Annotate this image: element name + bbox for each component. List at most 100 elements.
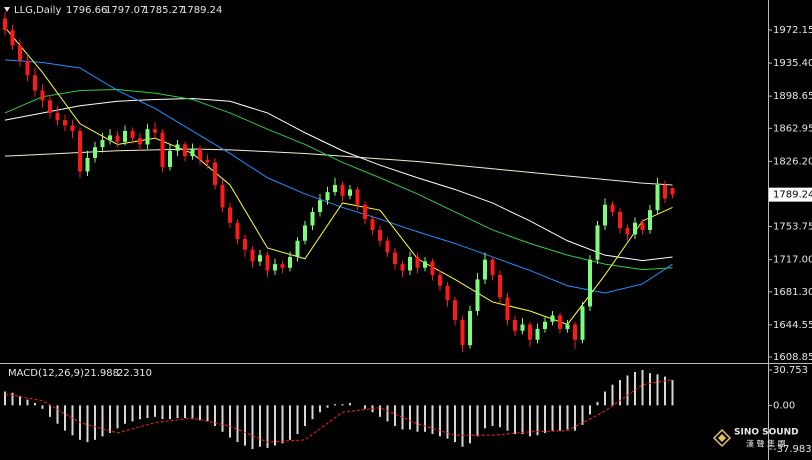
y-tick-label: -37.983 [773, 444, 812, 455]
logo-chinese: 漢 聲 集 團 [746, 439, 786, 449]
candle-body [633, 222, 637, 235]
candle-body [505, 297, 510, 320]
candle-body [228, 207, 232, 223]
candle-body [625, 228, 630, 235]
candle-body [325, 192, 330, 201]
candle-body [123, 130, 127, 142]
candle-body [550, 315, 555, 322]
y-tick-label: 1717.00 [773, 255, 812, 266]
candle-body [670, 187, 675, 195]
candle-body [408, 256, 412, 271]
candle-body [220, 184, 225, 208]
candle-body [498, 274, 502, 298]
header-low: 1785.27 [143, 5, 184, 16]
candle-body [415, 256, 420, 268]
symbol-title: LLG,Daily [14, 5, 61, 16]
header-close: 1789.24 [181, 5, 222, 16]
logo: SINO SOUND 漢 聲 集 團 [712, 428, 799, 449]
candle-body [258, 255, 262, 262]
candle-body [640, 222, 645, 230]
candle-body [543, 321, 547, 329]
candle-body [400, 264, 405, 271]
candle-body [63, 120, 67, 126]
candle-body [145, 129, 150, 145]
candle-body [295, 240, 300, 257]
candle-body [348, 189, 352, 196]
header-high: 1797.07 [105, 5, 146, 16]
candle-body [513, 319, 517, 331]
signal-line [4, 379, 673, 443]
candle-body [603, 204, 607, 226]
candle-body [558, 315, 562, 329]
moving-average [4, 148, 673, 186]
y-tick-label: 1826.20 [773, 156, 812, 167]
candle-body [475, 279, 480, 311]
candle-body [273, 264, 277, 271]
candle-body [288, 256, 292, 268]
candle-body [370, 219, 375, 230]
candle-body [648, 210, 652, 230]
candle-body [243, 238, 247, 250]
candle-body [198, 148, 202, 160]
candle-body [310, 211, 315, 226]
candle-body [453, 300, 457, 320]
candle-body [610, 204, 615, 212]
candle-body [303, 225, 307, 241]
candle-body [595, 225, 600, 260]
candle-body [93, 147, 97, 158]
candle-body [153, 129, 157, 133]
candle-body [40, 90, 45, 101]
candle-body [205, 159, 210, 163]
candle-body [385, 240, 390, 253]
macd-title: MACD(12,26,9) [8, 368, 84, 379]
candle-body [265, 255, 270, 271]
candle-body [460, 319, 465, 346]
candle-body [423, 261, 427, 268]
candle-body [168, 150, 172, 167]
candle-body [490, 259, 495, 275]
macd-value: 21.988 [84, 368, 119, 379]
candle-body [520, 324, 525, 331]
candle-body [78, 130, 82, 172]
candle-body [235, 222, 240, 239]
candle-body [618, 211, 622, 229]
candle-body [130, 130, 135, 139]
candle-body [438, 274, 442, 286]
y-tick-label: 30.753 [773, 365, 808, 376]
candle-body [108, 135, 112, 140]
candle-body [340, 184, 345, 196]
candle-body [333, 184, 337, 193]
candle-body [528, 324, 532, 340]
y-tick-label: 1935.40 [773, 58, 812, 69]
y-tick-label: 1681.30 [773, 287, 812, 298]
candle-body [318, 200, 322, 212]
candle-body [483, 259, 487, 280]
candle-body [573, 324, 577, 340]
candle-body [183, 144, 187, 157]
moving-average [4, 59, 673, 294]
candle-body [70, 125, 75, 131]
y-tick-label: 1972.15 [773, 25, 812, 36]
candle-body [115, 135, 120, 142]
candle-body [138, 138, 142, 145]
candle-body [445, 285, 450, 301]
candle-body [25, 60, 30, 76]
candle-body [355, 189, 360, 205]
candle-body [250, 249, 255, 262]
y-tick-label: 0.00 [773, 400, 795, 411]
y-tick-label: 1862.95 [773, 123, 812, 134]
collapse-icon[interactable] [4, 7, 10, 12]
candle-body [393, 252, 397, 265]
candle-body [580, 306, 585, 340]
candle-body [468, 310, 472, 346]
candle-body [3, 18, 7, 31]
candle-body [100, 139, 105, 148]
moving-average [4, 98, 673, 262]
candle-body [655, 184, 660, 211]
candle-body [663, 184, 667, 199]
candle-body [48, 100, 52, 113]
current-price-label: 1789.24 [773, 190, 812, 201]
candle-body [280, 264, 285, 268]
candle-body [18, 45, 22, 61]
